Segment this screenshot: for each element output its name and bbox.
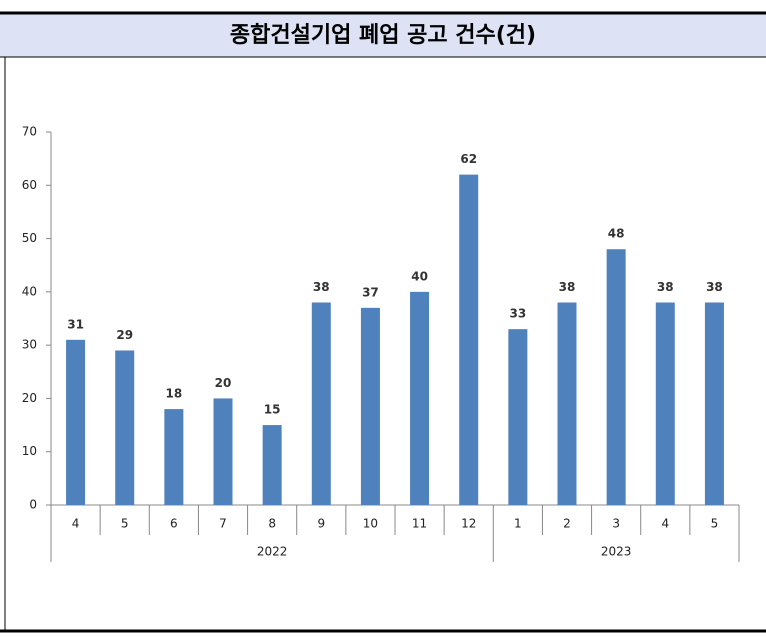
value-label: 15: [264, 403, 281, 417]
title-bar: [0, 14, 766, 57]
x-tick-label: 11: [412, 517, 427, 531]
y-tick-label: 60: [22, 178, 37, 192]
group-label: 2022: [257, 545, 288, 559]
bar: [66, 339, 86, 505]
value-label: 38: [559, 280, 576, 294]
bar: [508, 329, 528, 505]
value-label: 48: [608, 227, 625, 241]
group-label: 2023: [601, 545, 632, 559]
bar: [311, 302, 331, 505]
x-tick-label: 4: [661, 517, 669, 531]
value-label: 18: [166, 387, 183, 401]
x-tick-label: 12: [461, 517, 476, 531]
bar: [115, 350, 135, 505]
value-label: 37: [362, 285, 379, 299]
x-tick-label: 8: [268, 517, 276, 531]
bar: [262, 425, 282, 505]
y-tick-label: 40: [22, 284, 37, 298]
y-tick-label: 0: [29, 498, 37, 512]
y-tick-label: 70: [22, 125, 37, 139]
y-tick-label: 50: [22, 231, 37, 245]
x-tick-label: 3: [612, 517, 620, 531]
x-tick-label: 1: [514, 517, 522, 531]
y-tick-label: 20: [22, 391, 37, 405]
value-label: 38: [706, 280, 723, 294]
y-tick-label: 30: [22, 338, 37, 352]
value-label: 62: [460, 152, 477, 166]
value-label: 40: [411, 269, 428, 283]
x-tick-label: 6: [170, 517, 178, 531]
x-tick-label: 2: [563, 517, 571, 531]
value-label: 20: [215, 376, 232, 390]
x-tick-label: 5: [711, 517, 719, 531]
x-tick-label: 9: [317, 517, 325, 531]
value-label: 38: [313, 280, 330, 294]
bar: [213, 398, 233, 505]
x-tick-label: 7: [219, 517, 227, 531]
value-label: 33: [510, 307, 527, 321]
value-label: 29: [116, 328, 133, 342]
y-tick-label: 10: [22, 444, 37, 458]
x-tick-label: 5: [121, 517, 129, 531]
bar: [164, 409, 184, 505]
value-label: 31: [67, 317, 84, 331]
x-tick-label: 10: [363, 517, 378, 531]
chart-title: 종합건설기업 폐업 공고 건수(건): [230, 22, 536, 48]
bar: [655, 302, 675, 505]
value-label: 38: [657, 280, 674, 294]
bar: [410, 291, 430, 505]
bar: [360, 307, 380, 505]
x-tick-label: 4: [72, 517, 80, 531]
bar: [606, 249, 626, 505]
bar: [557, 302, 577, 505]
bar: [459, 174, 479, 505]
bar: [704, 302, 724, 505]
